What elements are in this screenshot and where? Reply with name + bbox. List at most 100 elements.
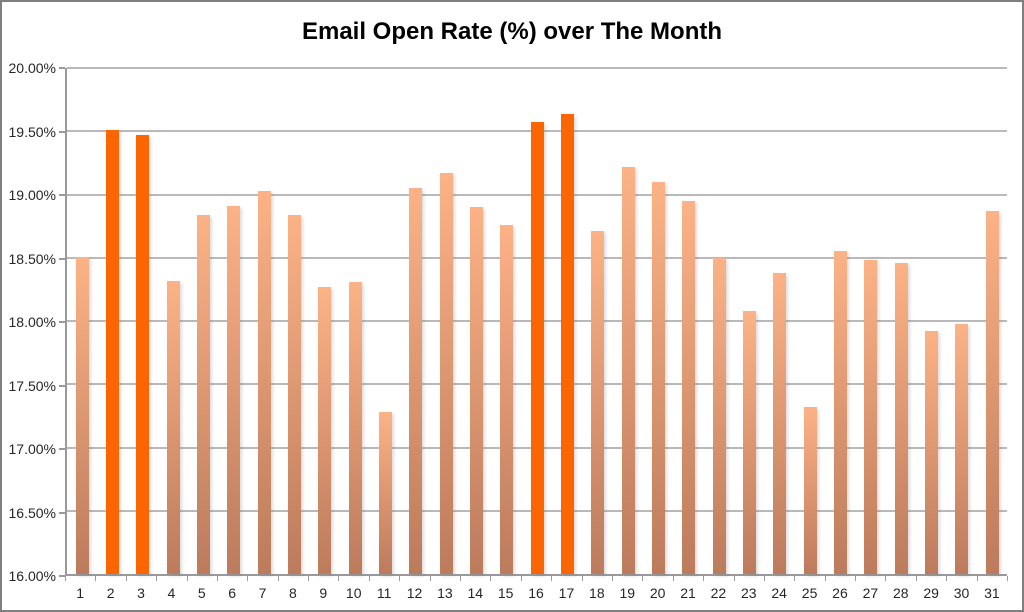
x-axis-tick-label: 31 xyxy=(984,585,1000,601)
bar-day-29 xyxy=(924,331,938,574)
y-axis-tick xyxy=(59,511,65,514)
bar-day-1 xyxy=(75,256,89,574)
bar-slot xyxy=(431,68,461,574)
bar-day-4 xyxy=(166,280,180,574)
x-axis-tick xyxy=(490,576,492,581)
bar-day-9 xyxy=(318,286,332,574)
x-axis-tick xyxy=(642,576,644,581)
bar-day-14 xyxy=(469,207,483,574)
x-axis-tick-label: 27 xyxy=(862,585,879,601)
y-axis-tick-label: 19.50% xyxy=(8,123,56,140)
x-axis-tick-label: 2 xyxy=(106,585,115,601)
bar-slot xyxy=(279,68,309,574)
x-axis-tick xyxy=(1007,576,1008,581)
bar-day-25 xyxy=(803,407,817,574)
bar-slot xyxy=(825,68,855,574)
bars-container xyxy=(67,68,1007,574)
x-axis-tick-label: 12 xyxy=(406,585,423,601)
bar-day-15 xyxy=(500,224,514,574)
x-axis-tick-label: 4 xyxy=(167,585,176,601)
x-axis-tick xyxy=(156,576,158,581)
y-axis-tick xyxy=(59,448,65,450)
bar-day-18 xyxy=(591,231,605,574)
x-axis-tick xyxy=(95,576,97,581)
y-axis-tick-label: 16.00% xyxy=(8,568,56,584)
bar-day-13 xyxy=(439,173,453,574)
bar-slot xyxy=(97,68,127,574)
bar-day-3 xyxy=(136,135,150,574)
bar-slot xyxy=(886,68,916,574)
x-axis-tick-label: 8 xyxy=(289,585,297,601)
x-axis-tick xyxy=(65,576,66,581)
x-axis-tick xyxy=(855,576,857,581)
bar-day-12 xyxy=(409,188,423,574)
x-axis-tick-label: 5 xyxy=(197,585,206,601)
bar-slot xyxy=(552,68,582,574)
x-axis-tick-label: 24 xyxy=(771,585,787,601)
x-axis-tick xyxy=(216,576,218,581)
x-axis-tick-label: 30 xyxy=(953,585,970,601)
x-axis-tick-label: 21 xyxy=(680,585,696,601)
bar-slot xyxy=(734,68,764,574)
y-axis-tick-label: 19.00% xyxy=(8,187,56,203)
y-axis-tick xyxy=(59,321,65,323)
bar-slot xyxy=(249,68,279,574)
x-axis-tick xyxy=(277,576,279,581)
bar-slot xyxy=(188,68,218,574)
y-axis-tick-label: 17.00% xyxy=(8,441,56,457)
y-axis-tick-label: 20.00% xyxy=(8,60,56,76)
bar-slot xyxy=(461,68,491,574)
bar-slot xyxy=(795,68,825,574)
y-axis-tick xyxy=(59,194,65,196)
x-axis-tick xyxy=(581,576,583,581)
y-axis-tick-label: 18.50% xyxy=(8,250,56,267)
bar-day-7 xyxy=(257,190,271,574)
x-axis-tick xyxy=(338,576,340,581)
bar-slot xyxy=(613,68,643,574)
x-axis-tick xyxy=(672,576,674,581)
x-axis-tick-label: 11 xyxy=(376,585,392,601)
y-axis-tick xyxy=(59,384,65,387)
x-axis-tick-label: 17 xyxy=(558,585,575,601)
x-axis-tick xyxy=(946,576,948,581)
x-axis-tick-label: 19 xyxy=(619,585,636,601)
bar-slot xyxy=(158,68,188,574)
x-axis-tick xyxy=(915,576,917,581)
x-axis-tick xyxy=(763,576,765,581)
bar-slot xyxy=(67,68,97,574)
x-axis-tick-label: 22 xyxy=(710,585,727,601)
x-axis-tick xyxy=(368,576,370,581)
bar-day-28 xyxy=(894,262,908,574)
bar-slot xyxy=(522,68,552,574)
plot-area xyxy=(65,67,1007,576)
x-axis-tick xyxy=(824,576,826,581)
bar-day-21 xyxy=(682,200,696,574)
bar-day-16 xyxy=(530,122,544,574)
x-axis-tick-label: 1 xyxy=(76,585,85,601)
x-axis-tick xyxy=(460,576,462,581)
x-axis-tick xyxy=(186,576,188,581)
x-axis-tick-label: 14 xyxy=(467,585,484,601)
bar-slot xyxy=(401,68,431,574)
x-axis-tick xyxy=(703,576,705,581)
x-axis-tick xyxy=(794,576,796,581)
bar-day-30 xyxy=(955,323,969,574)
x-axis-tick-label: 20 xyxy=(649,585,666,601)
bar-slot xyxy=(674,68,704,574)
bar-day-17 xyxy=(560,113,574,574)
bar-day-27 xyxy=(864,260,878,574)
bar-slot xyxy=(947,68,977,574)
x-axis-tick xyxy=(399,576,401,581)
x-axis-tick xyxy=(733,576,735,581)
x-axis-tick-label: 3 xyxy=(137,585,145,601)
bar-slot xyxy=(370,68,400,574)
y-axis-tick xyxy=(59,257,65,260)
bar-slot xyxy=(916,68,946,574)
bar-day-20 xyxy=(651,181,665,574)
x-axis-tick-label: 6 xyxy=(228,585,237,601)
y-axis-ticks xyxy=(59,67,65,577)
x-axis-tick-label: 25 xyxy=(801,585,818,601)
y-axis-tick-label: 16.50% xyxy=(8,504,56,521)
x-axis-tick xyxy=(520,576,522,581)
x-axis-tick-label: 13 xyxy=(437,585,453,601)
